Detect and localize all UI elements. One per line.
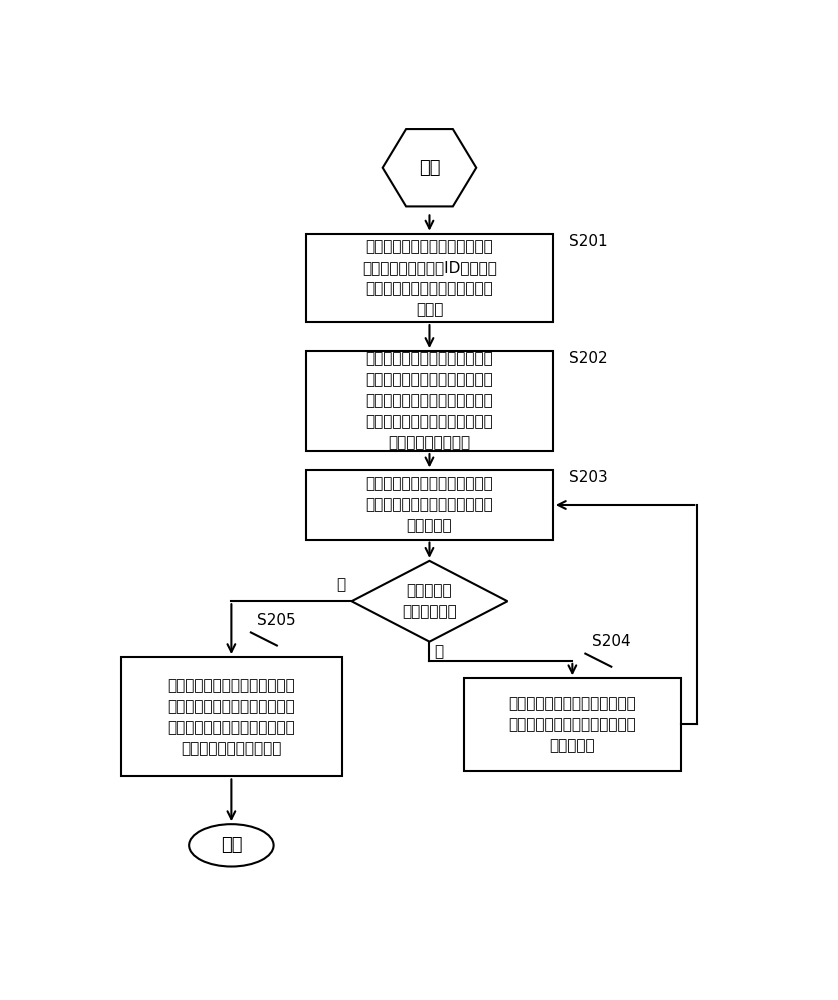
FancyBboxPatch shape	[121, 657, 342, 776]
Text: 优先级其次的通讯从机再等待一
个第一预设时长之后，对通讯信
道进行侦听: 优先级其次的通讯从机再等待一 个第一预设时长之后，对通讯信 道进行侦听	[509, 696, 636, 753]
Text: 通讯主机采用广播机制，将各个
通讯从机的优先级与ID号的对应
关系以及控制命令下发至各个通
讯从机: 通讯主机采用广播机制，将各个 通讯从机的优先级与ID号的对应 关系以及控制命令下…	[362, 239, 497, 317]
Text: S205: S205	[257, 613, 296, 628]
FancyBboxPatch shape	[306, 234, 553, 322]
Text: 开始: 开始	[419, 159, 440, 177]
Text: 优先级其次的通讯从机向通讯主
机上传数据，并触发优先级再其
次的通讯从机进入数据发送环节
，同时退出数据发送环节: 优先级其次的通讯从机向通讯主 机上传数据，并触发优先级再其 次的通讯从机进入数据…	[168, 678, 295, 756]
FancyBboxPatch shape	[463, 678, 681, 771]
FancyBboxPatch shape	[306, 470, 553, 540]
Text: 是: 是	[336, 577, 345, 592]
Text: S203: S203	[569, 470, 608, 485]
Text: 根据对应关系，优先级最高的通
讯从机根据控制命令向通讯主机
上传数据，并触发优先级其次的
通讯从机进入数据发送环节，同
时退出数据发送环节: 根据对应关系，优先级最高的通 讯从机根据控制命令向通讯主机 上传数据，并触发优先…	[365, 352, 494, 451]
FancyBboxPatch shape	[306, 351, 553, 451]
Text: 否: 否	[435, 644, 444, 659]
Polygon shape	[352, 561, 508, 642]
Text: S204: S204	[592, 634, 630, 649]
Text: S201: S201	[569, 234, 608, 249]
Text: 优先级其次的通讯从机在被触发
的第一预设时长之后，对通讯信
道进行侦听: 优先级其次的通讯从机在被触发 的第一预设时长之后，对通讯信 道进行侦听	[365, 477, 494, 534]
Polygon shape	[383, 129, 476, 206]
Ellipse shape	[189, 824, 273, 867]
Text: S202: S202	[569, 351, 608, 366]
Text: 侦听结果为
通讯信道空闲: 侦听结果为 通讯信道空闲	[402, 583, 457, 619]
Text: 结束: 结束	[220, 836, 242, 854]
